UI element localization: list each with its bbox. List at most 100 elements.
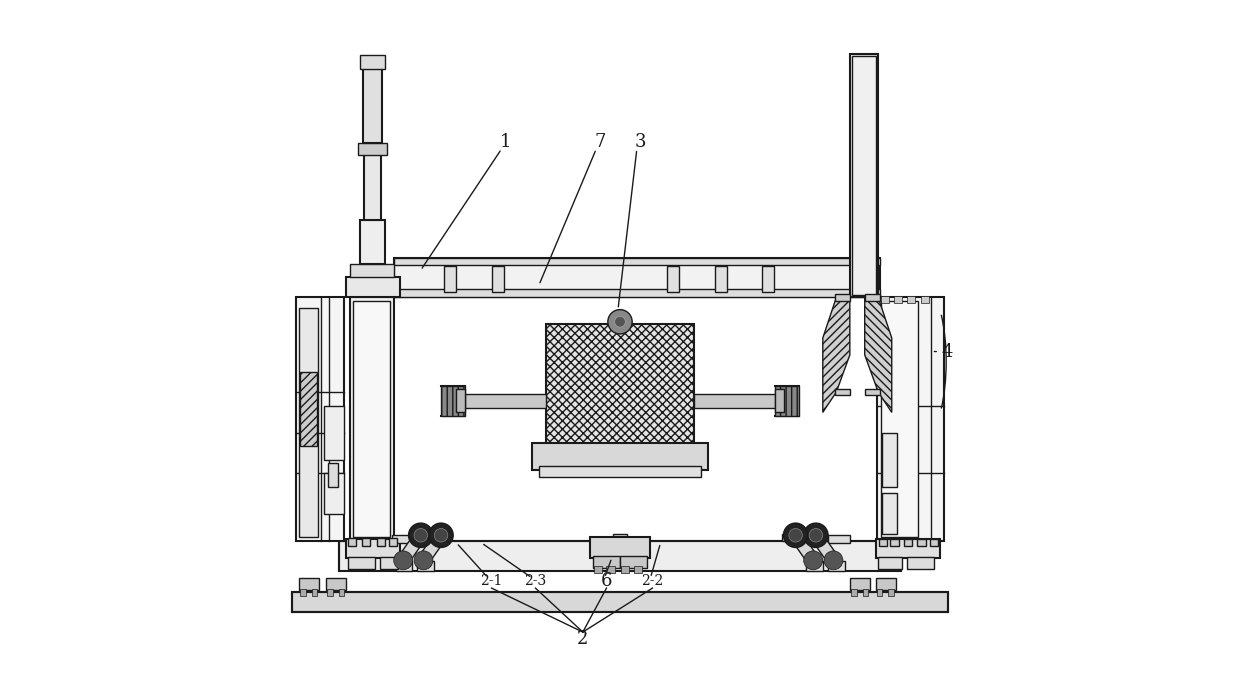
Bar [324, 406, 345, 460]
Bar [835, 294, 849, 301]
Bar [806, 561, 823, 571]
Circle shape [823, 551, 843, 570]
Bar [393, 258, 880, 265]
Bar [667, 266, 680, 292]
Bar [880, 301, 918, 537]
Bar [393, 258, 880, 297]
Circle shape [434, 529, 448, 542]
Bar [324, 473, 345, 514]
Bar [851, 589, 857, 596]
Polygon shape [864, 297, 892, 412]
Bar [300, 589, 306, 596]
Bar [877, 297, 945, 541]
Circle shape [810, 529, 822, 542]
Bar [456, 389, 465, 412]
Circle shape [804, 523, 828, 548]
Bar [875, 539, 940, 558]
Bar [357, 143, 387, 155]
Bar [606, 566, 615, 573]
Text: 1: 1 [500, 133, 511, 151]
Polygon shape [396, 527, 429, 568]
Bar [908, 557, 935, 569]
Bar [441, 386, 465, 416]
Text: 6: 6 [600, 573, 613, 590]
Bar [904, 539, 913, 546]
Bar [347, 538, 356, 546]
Bar [864, 294, 879, 301]
Circle shape [608, 310, 632, 334]
Bar [890, 539, 899, 546]
Bar [775, 389, 784, 412]
Bar [828, 561, 846, 571]
Bar [347, 557, 374, 569]
Bar [377, 538, 384, 546]
Bar [532, 443, 708, 470]
Bar [894, 296, 901, 303]
Bar [392, 535, 415, 543]
Bar [293, 592, 947, 612]
Bar [589, 537, 651, 558]
Bar [782, 534, 796, 541]
Bar [694, 394, 779, 408]
Circle shape [804, 551, 822, 570]
Polygon shape [787, 527, 821, 568]
Bar [539, 466, 701, 477]
Bar [621, 566, 630, 573]
Text: 2-3: 2-3 [525, 575, 547, 588]
Bar [804, 535, 827, 543]
Bar [346, 539, 401, 558]
Bar [863, 589, 868, 596]
Text: 4: 4 [941, 343, 952, 360]
Circle shape [394, 551, 413, 570]
Bar [326, 578, 346, 590]
Bar [849, 578, 870, 590]
Polygon shape [807, 527, 841, 568]
Circle shape [414, 551, 433, 570]
Bar [546, 324, 694, 446]
Circle shape [408, 523, 433, 548]
Circle shape [615, 316, 625, 327]
Bar [362, 538, 370, 546]
Bar [299, 578, 319, 590]
Bar [593, 556, 620, 568]
Bar [363, 69, 382, 143]
Bar [852, 56, 877, 295]
Bar [396, 561, 413, 571]
Bar [461, 394, 546, 408]
Bar [835, 389, 849, 395]
Bar [620, 556, 647, 568]
Bar [634, 566, 641, 573]
Text: 2-2: 2-2 [641, 575, 663, 588]
Circle shape [789, 529, 802, 542]
Bar [417, 561, 434, 571]
Bar [293, 592, 947, 612]
Bar [875, 578, 895, 590]
Bar [365, 155, 381, 220]
Bar [878, 557, 901, 569]
Text: 7: 7 [594, 133, 605, 151]
Bar [327, 589, 332, 596]
Bar [350, 264, 393, 277]
Bar [921, 296, 929, 303]
Bar [414, 535, 438, 543]
Bar [880, 296, 889, 303]
Bar [393, 289, 880, 297]
Bar [761, 266, 774, 292]
Polygon shape [823, 297, 849, 412]
Bar [883, 433, 898, 487]
Bar [350, 297, 393, 541]
Bar [918, 539, 925, 546]
Bar [877, 589, 883, 596]
Bar [864, 389, 879, 395]
Bar [353, 301, 391, 537]
Bar [849, 54, 878, 297]
Bar [311, 589, 317, 596]
Bar [908, 296, 915, 303]
Bar [888, 589, 894, 596]
Bar [360, 220, 386, 264]
Bar [340, 541, 900, 571]
Bar [300, 372, 317, 446]
Bar [360, 55, 386, 69]
Circle shape [429, 523, 453, 548]
Circle shape [784, 523, 807, 548]
